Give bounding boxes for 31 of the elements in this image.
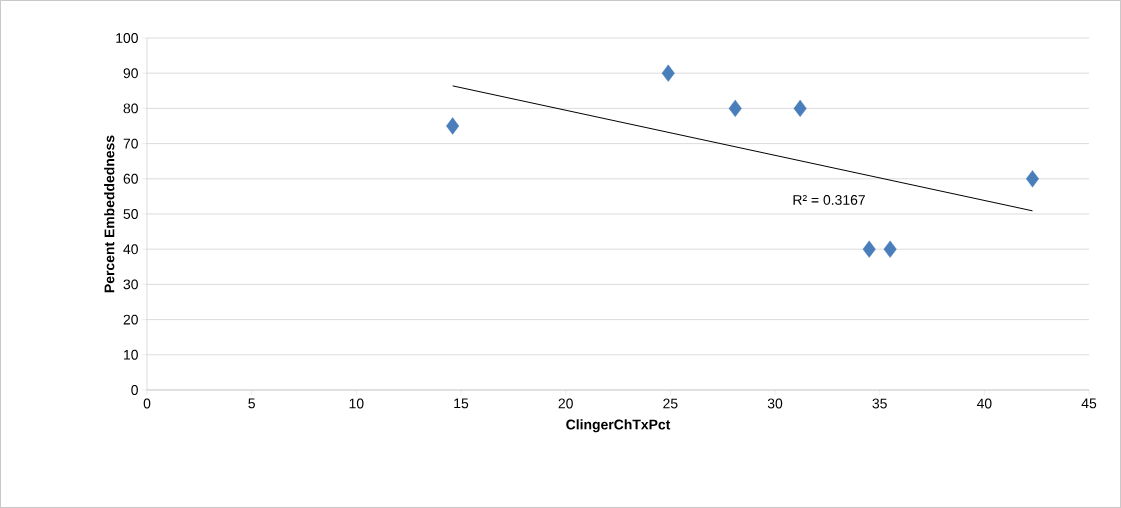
- point: [862, 240, 876, 258]
- y-tick-label: 100: [116, 33, 138, 43]
- x-tick-label: 15: [454, 398, 469, 409]
- y-tick-label: 70: [123, 138, 138, 149]
- y-tick-label: 20: [123, 314, 138, 325]
- x-tick-label: 35: [872, 398, 887, 409]
- x-tick-label: 25: [663, 398, 678, 409]
- y-tick-label: 80: [123, 103, 138, 114]
- x-tick-label: 20: [558, 398, 573, 409]
- x-tick-label: 10: [349, 398, 364, 409]
- point: [1025, 170, 1039, 188]
- annotation: R² = 0.3167: [793, 194, 865, 205]
- y-tick-label: 40: [123, 244, 138, 255]
- y-tick-label: 50: [123, 209, 138, 219]
- y-tick-label: 10: [124, 349, 138, 360]
- y-tick-label: 0: [131, 385, 138, 395]
- x-axis-title: ClingerChTxPct: [566, 419, 671, 433]
- point: [446, 117, 460, 135]
- y-tick-label: 90: [123, 68, 138, 79]
- point: [883, 240, 897, 258]
- point: [793, 99, 807, 117]
- point: [728, 99, 742, 117]
- y-tick-label: 30: [123, 279, 138, 290]
- x-tick-label: 45: [1081, 398, 1097, 409]
- y-axis-title: Percent Embeddedness: [104, 135, 115, 293]
- x-tick-label: 0: [143, 398, 151, 409]
- x-tick-label: 5: [248, 398, 255, 409]
- y-tick-label: 60: [123, 173, 138, 184]
- x-tick-label: 30: [767, 398, 783, 409]
- x-tick-label: 40: [976, 398, 992, 409]
- point: [661, 64, 675, 82]
